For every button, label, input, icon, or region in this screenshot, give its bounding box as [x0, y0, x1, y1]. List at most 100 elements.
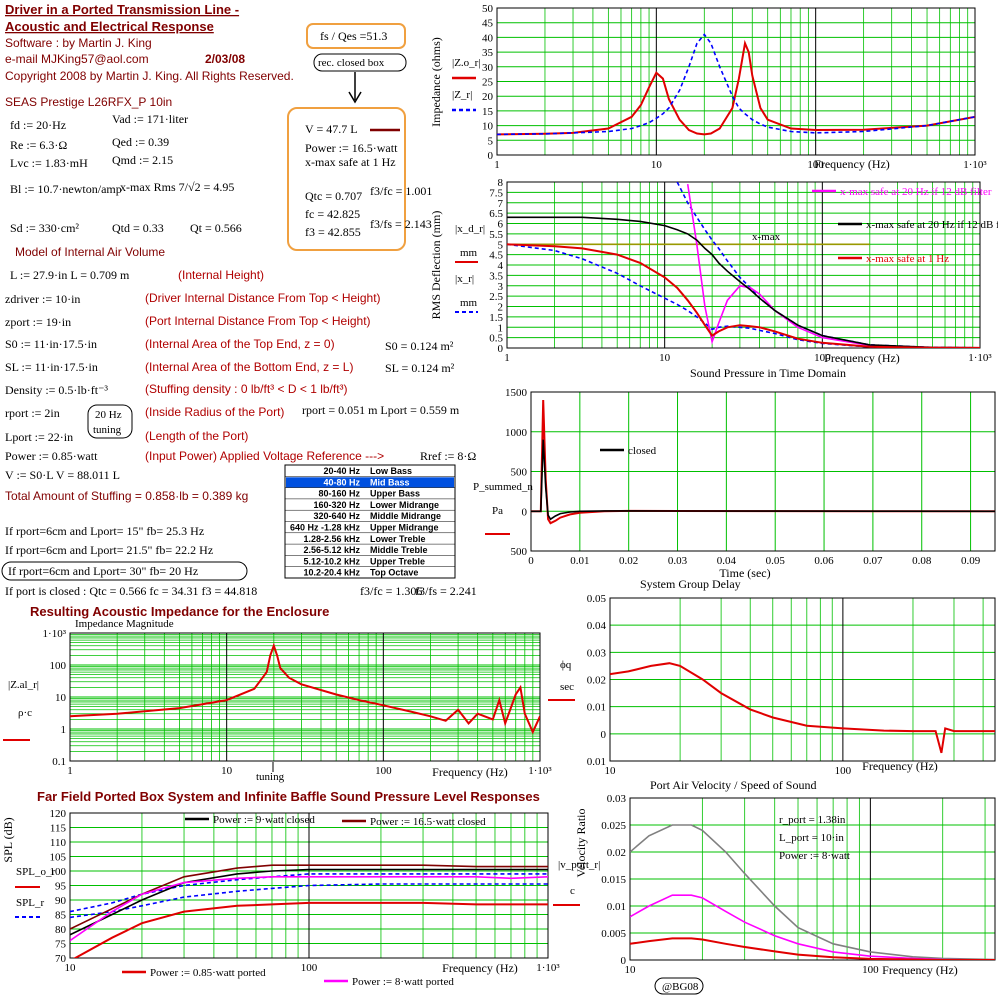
y-tick-label: 85	[55, 910, 67, 922]
worksheet-text: (Internal Area of the Top End, z = 0)	[145, 337, 335, 351]
worksheet-text: V = 47.7 L	[305, 122, 358, 136]
worksheet-text: SEAS Prestige L26RFX_P 10in	[5, 95, 172, 109]
y-tick-label: 0.005	[601, 928, 626, 940]
worksheet-text: Model of Internal Air Volume	[15, 245, 165, 259]
worksheet-text: Qed := 0.39	[112, 135, 169, 149]
x-tick-label: 1	[494, 159, 500, 171]
y-tick-label: 0	[601, 729, 607, 741]
worksheet-text: fs / Qes =51.3	[320, 29, 387, 43]
worksheet-text: f3/fs = 2.241	[415, 584, 477, 598]
worksheet-text: f3/fc = 1.306	[360, 584, 422, 598]
plot-frame	[506, 181, 981, 349]
worksheet-text: Acoustic and Electrical Response	[5, 19, 214, 34]
highlight-box	[306, 23, 406, 49]
x-axis-label: Frequency (Hz)	[432, 765, 508, 779]
worksheet-text: e-mail MJKing57@aol.com	[5, 52, 149, 66]
y-tick-label: 20	[482, 91, 494, 103]
plot-frame	[69, 812, 549, 959]
annotation: L_port = 10·in	[779, 832, 844, 844]
y-axis-label: |Z.al_r|	[8, 679, 39, 691]
y-tick-label: 4	[498, 260, 504, 272]
y-tick-label: 0.1	[52, 756, 66, 768]
worksheet-text: Power := 16.5·watt	[305, 141, 398, 155]
x-tick-label: 0.07	[863, 555, 883, 567]
series-line	[70, 868, 548, 936]
y-tick-label: 6.5	[489, 208, 503, 220]
x-tick-label: 0.02	[619, 555, 638, 567]
worksheet-text: Sd := 330·cm²	[10, 221, 79, 235]
y-tick-label: 6	[498, 219, 504, 231]
x-tick-label: 0.03	[668, 555, 688, 567]
y-tick-label: 105	[50, 852, 67, 864]
x-tick-label: 100	[807, 159, 824, 171]
y-tick-label: 0.01	[607, 901, 626, 913]
worksheet-text: If rport=6cm and Lport= 30" fb= 20 Hz	[8, 564, 198, 578]
legend-label: Power := 8·watt ported	[352, 976, 454, 988]
y-tick-label: 5	[498, 239, 504, 251]
x-tick-label: 1·10³	[536, 962, 560, 974]
y-axis-label: Velocity Ratio	[574, 809, 588, 878]
worksheet-text: (Internal Height)	[178, 268, 264, 282]
worksheet-text: S0 := 11·in·17.5·in	[5, 337, 97, 351]
y-tick-label: 1000	[505, 427, 528, 439]
plot-frame	[496, 7, 976, 156]
y-tick-label: 90	[55, 895, 67, 907]
chart-subtitle: Impedance Magnitude	[75, 618, 174, 630]
series-line	[70, 873, 548, 913]
annotation: tuning	[256, 771, 285, 783]
worksheet-text: fc = 42.825	[305, 207, 360, 221]
x-tick-label: 100	[862, 964, 879, 976]
y-tick-label: 3	[498, 281, 504, 293]
y-tick-label: 5	[488, 135, 494, 147]
worksheet-text: rport = 0.051 m Lport = 0.559 m	[302, 403, 460, 417]
legend-label: closed	[628, 445, 657, 457]
y-tick-label: 100	[50, 660, 67, 672]
y-axis-label: SPL (dB)	[1, 817, 15, 862]
x-tick-label: 100	[835, 765, 852, 777]
worksheet-text: If rport=6cm and Lport= 21.5" fb= 22.2 H…	[5, 543, 213, 557]
y-tick-label: 2.5	[489, 291, 503, 303]
y-tick-label: 10	[482, 121, 494, 133]
series-line	[507, 216, 980, 348]
y-axis-label: |x_r|	[455, 273, 474, 285]
x-axis-label: Frequency (Hz)	[814, 157, 890, 171]
y-tick-label: 0.04	[587, 620, 607, 632]
y-tick-label: 0.5	[489, 333, 503, 345]
table-cell: Lower Treble	[370, 534, 426, 544]
table-cell: Mid Bass	[370, 477, 410, 487]
worksheet-text: @BG08	[662, 981, 699, 993]
x-tick-label: 100	[301, 962, 318, 974]
legend-label: x-max safe at 1 Hz	[866, 253, 949, 265]
worksheet-text: Total Amount of Stuffing = 0.858·lb = 0.…	[5, 489, 248, 503]
x-tick-label: 100	[814, 352, 831, 364]
y-tick-label: 0.05	[587, 593, 607, 605]
x-tick-label: 1·10³	[528, 765, 552, 777]
worksheet-text: f3 = 42.855	[305, 225, 361, 239]
x-tick-label: 10	[659, 352, 671, 364]
plot-frame	[530, 391, 996, 552]
y-tick-label: 1.5	[489, 312, 503, 324]
x-tick-label: 0.05	[766, 555, 786, 567]
table-cell: 10.2-20.4 kHz	[303, 568, 360, 578]
worksheet-text: (Length of the Port)	[145, 429, 248, 443]
worksheet-text: If rport=6cm and Lport= 15" fb= 25.3 Hz	[5, 524, 204, 538]
worksheet-text: Qtd = 0.33	[112, 221, 164, 235]
highlight-box	[1, 561, 248, 581]
y-tick-label: 75	[55, 939, 67, 951]
series-line	[610, 662, 995, 754]
y-axis-label: Pa	[492, 505, 503, 517]
y-axis-label: P_summed_n	[473, 481, 533, 493]
result-box	[287, 107, 406, 251]
series-line	[630, 894, 995, 960]
x-tick-label: 10	[651, 159, 663, 171]
table-cell: Lower Midrange	[370, 500, 439, 510]
legend-label: |Z_r|	[452, 89, 472, 101]
worksheet-text: S0 = 0.124 m²	[385, 339, 454, 353]
series-line	[531, 439, 995, 521]
x-tick-label: 10	[625, 964, 637, 976]
y-axis-label: RMS Deflection (mm)	[429, 211, 443, 320]
y-axis-label: mm	[460, 297, 478, 309]
legend-label: Power := 0.85·watt ported	[150, 967, 266, 979]
stamp-box	[654, 977, 704, 995]
worksheet-text: V := S0·L V = 88.011 L	[5, 468, 120, 482]
